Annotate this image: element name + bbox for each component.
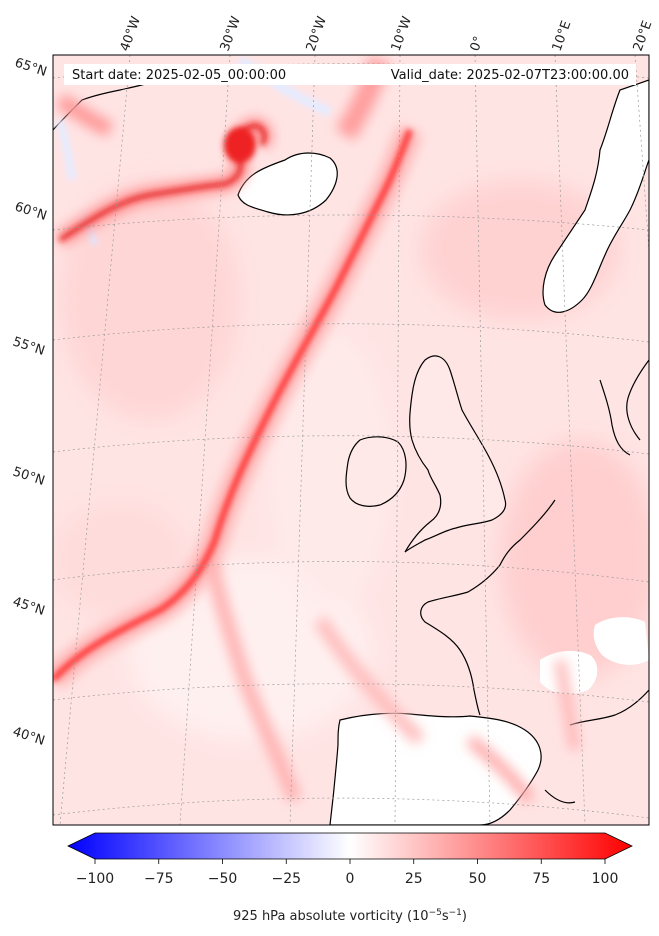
colorbar-tick-label: 0: [346, 871, 355, 887]
lat-label: 45°N: [11, 595, 47, 619]
alps-land-east: [593, 617, 649, 665]
colorbar: −100 −75 −50 −25 0 25 50 75 100 925 hPa absolute…: [67, 832, 633, 924]
graticule: [53, 55, 649, 825]
colorbar-tick-label: −75: [144, 871, 174, 887]
lat-label: 40°N: [11, 725, 47, 749]
colorbar-title: 925 hPa absolute vorticity (10−5s−1): [233, 908, 467, 924]
iceland-vorticity: [55, 117, 273, 247]
lon-label: 20°E: [631, 19, 656, 54]
lat-label: 50°N: [11, 465, 47, 489]
italy-coast: [544, 689, 649, 804]
lat-label: 60°N: [13, 200, 49, 224]
colorbar-tick-label: −25: [271, 871, 301, 887]
colorbar-tick-label: 75: [532, 871, 550, 887]
lon-label: 10°W: [389, 14, 415, 53]
ireland-land: [345, 436, 407, 507]
lon-label: 10°E: [550, 19, 575, 54]
colorbar-tick-label: −100: [76, 871, 114, 887]
lon-label: 20°W: [304, 14, 330, 53]
lon-label: 0°: [468, 34, 487, 53]
colorbar-ticks: −100 −75 −50 −25 0 25 50 75 100: [76, 859, 619, 887]
map-panel: [53, 55, 649, 825]
latitude-labels: 65°N 60°N 55°N 50°N 45°N 40°N: [11, 56, 49, 749]
colorbar-tick-label: 25: [405, 871, 423, 887]
france-coast: [420, 499, 556, 716]
lon-label: 40°W: [118, 14, 144, 53]
map-frame: [52, 54, 650, 826]
start-date: Start date: 2025-02-05_00:00:00: [72, 68, 286, 83]
header-strip: [64, 64, 636, 85]
lat-label: 55°N: [11, 335, 47, 359]
colorbar-tick-label: 100: [592, 871, 619, 887]
lat-label: 65°N: [13, 56, 49, 80]
longitude-labels: 40°W 30°W 20°W 10°W 0° 10°E 20°E: [118, 14, 656, 53]
lon-label: 30°W: [218, 14, 244, 53]
scandinavia-land: [542, 79, 649, 313]
colorbar-tick-label: −50: [208, 871, 238, 887]
great-britain-land: [404, 355, 507, 553]
colorbar-tick-label: 50: [469, 871, 487, 887]
colorbar-body: [67, 832, 633, 860]
iceland-land: [237, 152, 338, 216]
valid-date: Valid_date: 2025-02-07T23:00:00.00: [391, 68, 629, 83]
vorticity-field: [53, 180, 649, 740]
denmark-coast: [599, 359, 649, 456]
vorticity-front: [53, 125, 422, 689]
alps-land: [540, 650, 598, 695]
